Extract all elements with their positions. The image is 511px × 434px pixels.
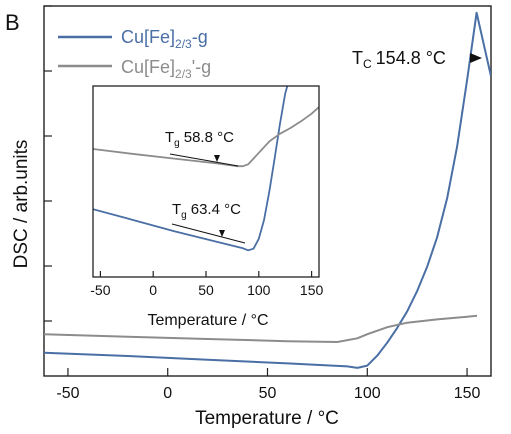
inset-x-axis-label: Temperature / °C bbox=[147, 312, 268, 329]
main-x-tick-label: 50 bbox=[259, 385, 277, 402]
inset-x-tick-label: 100 bbox=[247, 282, 271, 298]
main-x-axis-label: Temperature / °C bbox=[195, 408, 339, 429]
tg-tangent-lower bbox=[171, 223, 246, 244]
inset-x-ticks: -50 0 50 100 150 bbox=[90, 271, 324, 298]
inset-background bbox=[93, 86, 319, 277]
legend-label-gray: Cu[Fe]2/3'-g bbox=[121, 57, 211, 81]
tg-tangent-upper bbox=[169, 153, 239, 167]
main-x-tick-label: -50 bbox=[56, 385, 79, 402]
main-x-tick-label: 100 bbox=[354, 385, 381, 402]
tc-marker bbox=[470, 53, 482, 63]
main-x-tick-label: 0 bbox=[163, 385, 172, 402]
inset-series-group bbox=[93, 86, 319, 252]
panel-label: B bbox=[5, 10, 20, 35]
inset-x-tick-label: 150 bbox=[300, 282, 324, 298]
tg-annotation-lower: Tg 63.4 °C bbox=[172, 201, 241, 221]
inset-series-line-blue bbox=[93, 86, 289, 252]
main-series-group bbox=[44, 11, 491, 369]
tc-annotation: TC 154.8 °C bbox=[352, 48, 446, 71]
inset-series-line-gray bbox=[93, 106, 319, 168]
main-y-ticks bbox=[44, 5, 52, 322]
tg-marker-lower bbox=[219, 230, 225, 237]
main-x-ticks: -50 0 50 100 150 bbox=[56, 368, 480, 402]
legend: Cu[Fe]2/3-g Cu[Fe]2/3'-g bbox=[58, 27, 211, 81]
main-y-axis-label: DSC / arb.units bbox=[11, 140, 32, 269]
legend-label-blue: Cu[Fe]2/3-g bbox=[121, 27, 208, 51]
main-x-tick-label: 150 bbox=[454, 385, 481, 402]
tg-annotation-upper: Tg 58.8 °C bbox=[165, 129, 234, 149]
inset-x-tick-label: 50 bbox=[198, 282, 214, 298]
main-series-line-gray bbox=[44, 314, 478, 343]
main-series-line-blue bbox=[44, 11, 491, 369]
inset-x-tick-label: 0 bbox=[149, 282, 157, 298]
inset-x-tick-label: -50 bbox=[90, 282, 110, 298]
tg-marker-upper bbox=[214, 155, 220, 162]
